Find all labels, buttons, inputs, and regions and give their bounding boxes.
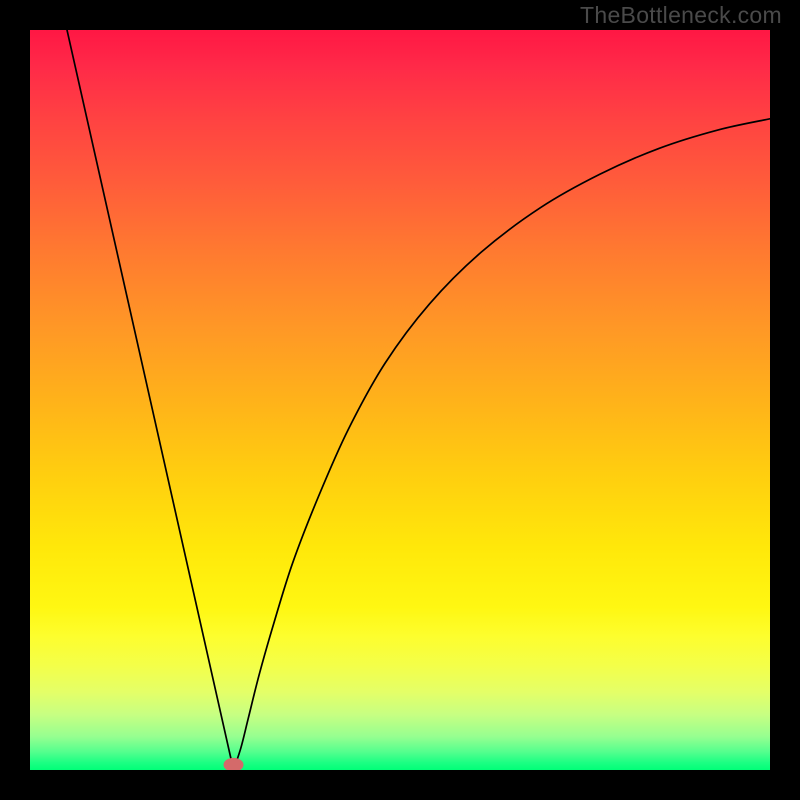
watermark-text: TheBottleneck.com xyxy=(580,2,782,29)
bottleneck-plot xyxy=(30,30,770,770)
gradient-background xyxy=(30,30,770,770)
plot-svg xyxy=(30,30,770,770)
